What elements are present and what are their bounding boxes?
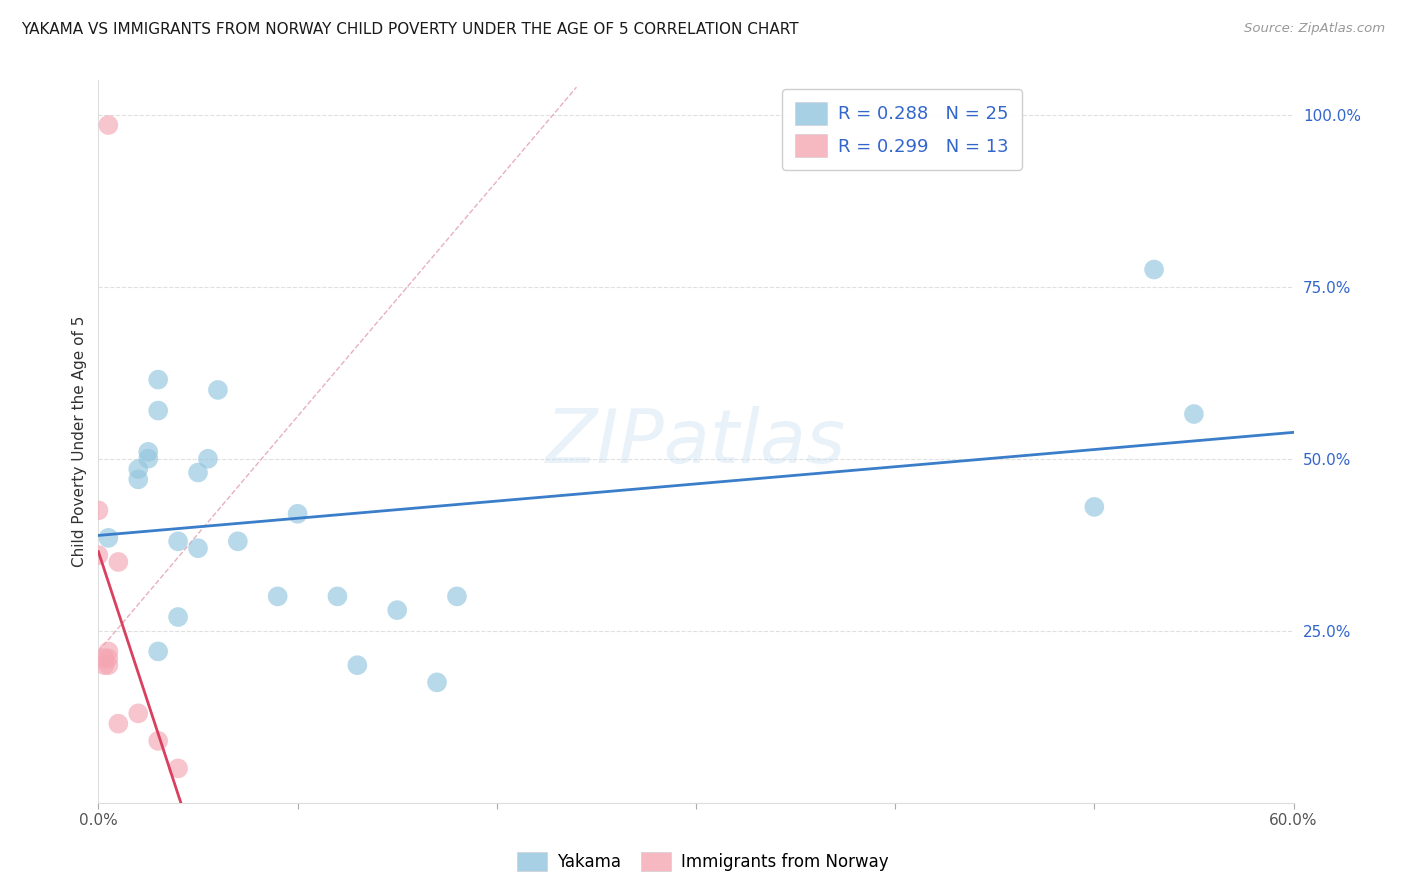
Point	[326, 590, 349, 604]
Legend: R = 0.288   N = 25, R = 0.299   N = 13: R = 0.288 N = 25, R = 0.299 N = 13	[782, 89, 1022, 170]
Point	[385, 603, 409, 617]
Point	[1083, 500, 1105, 514]
Y-axis label: Child Poverty Under the Age of 5: Child Poverty Under the Age of 5	[72, 316, 87, 567]
Point	[426, 675, 449, 690]
Point	[97, 531, 120, 545]
Point	[97, 118, 120, 132]
Point	[187, 466, 209, 480]
Point	[346, 658, 368, 673]
Point	[207, 383, 229, 397]
Point	[1182, 407, 1205, 421]
Point	[148, 644, 170, 658]
Point	[148, 373, 170, 387]
Point	[167, 534, 190, 549]
Point	[87, 548, 110, 562]
Point	[287, 507, 309, 521]
Text: Source: ZipAtlas.com: Source: ZipAtlas.com	[1244, 22, 1385, 36]
Point	[127, 462, 149, 476]
Point	[197, 451, 219, 466]
Point	[136, 445, 159, 459]
Text: ZIPatlas: ZIPatlas	[546, 406, 846, 477]
Point	[87, 503, 110, 517]
Point	[136, 451, 159, 466]
Point	[97, 644, 120, 658]
Legend: Yakama, Immigrants from Norway: Yakama, Immigrants from Norway	[509, 843, 897, 880]
Point	[127, 706, 149, 721]
Point	[148, 403, 170, 417]
Point	[148, 734, 170, 748]
Point	[167, 610, 190, 624]
Point	[97, 658, 120, 673]
Point	[167, 761, 190, 775]
Text: YAKAMA VS IMMIGRANTS FROM NORWAY CHILD POVERTY UNDER THE AGE OF 5 CORRELATION CH: YAKAMA VS IMMIGRANTS FROM NORWAY CHILD P…	[21, 22, 799, 37]
Point	[93, 651, 115, 665]
Point	[187, 541, 209, 556]
Point	[107, 555, 129, 569]
Point	[93, 658, 115, 673]
Point	[446, 590, 468, 604]
Point	[127, 472, 149, 486]
Point	[267, 590, 290, 604]
Point	[97, 651, 120, 665]
Point	[107, 716, 129, 731]
Point	[226, 534, 249, 549]
Point	[1143, 262, 1166, 277]
